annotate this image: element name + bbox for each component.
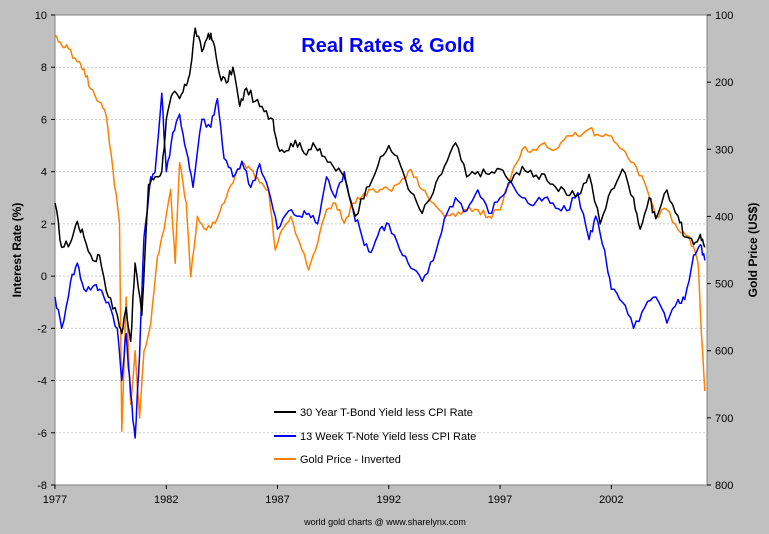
- y2-tick-label-500: 500: [715, 279, 733, 291]
- y-tick-label-0: 0: [41, 271, 47, 283]
- axes: 10 8 6 4 2 0 -2 -4 -6 -8 100 200 300 400 500 600 700 800 1…: [35, 10, 734, 506]
- x-tick-label-1982: 1982: [154, 494, 178, 506]
- y2-tick-label-800: 800: [715, 480, 733, 492]
- y-axis-title: Interest Rate (%): [10, 203, 24, 298]
- y-tick-label-2: 2: [41, 219, 47, 231]
- legend-label-tnote: 13 Week T-Note Yield less CPI Rate: [300, 431, 476, 443]
- y2-tick-label-700: 700: [715, 413, 733, 425]
- y2-axis-title: Gold Price (US$): [746, 203, 760, 298]
- y-tick-label-10: 10: [35, 10, 47, 22]
- plot-area: [54, 14, 708, 486]
- y-tick-label-8: 8: [41, 62, 47, 74]
- y-tick-label--4: -4: [37, 376, 47, 388]
- y2-tick-label-200: 200: [715, 77, 733, 89]
- legend-label-tbond: 30 Year T-Bond Yield less CPI Rate: [300, 407, 473, 419]
- series-layer: [54, 27, 706, 439]
- x-tick-label-2002: 2002: [599, 494, 623, 506]
- y-tick-label--6: -6: [37, 428, 47, 440]
- gridlines: [55, 66, 707, 434]
- y-tick-label--8: -8: [37, 480, 47, 492]
- y2-tick-label-400: 400: [715, 211, 733, 223]
- chart-credit: world gold charts @ www.sharelynx.com: [303, 517, 466, 527]
- series-line-tbond: [54, 27, 706, 343]
- x-tick-label-1977: 1977: [43, 494, 67, 506]
- x-tick-label-1992: 1992: [377, 494, 401, 506]
- legend: 30 Year T-Bond Yield less CPI Rate 13 We…: [274, 407, 476, 466]
- x-tick-label-1997: 1997: [488, 494, 512, 506]
- legend-label-gold: Gold Price - Inverted: [300, 454, 401, 466]
- y2-tick-label-600: 600: [715, 346, 733, 358]
- series-line-tnote: [54, 92, 706, 439]
- y-tick-label--2: -2: [37, 323, 47, 335]
- y-tick-label-6: 6: [41, 114, 47, 126]
- y-tick-label-4: 4: [41, 167, 47, 179]
- y2-tick-label-300: 300: [715, 144, 733, 156]
- series-line-gold: [54, 34, 706, 433]
- x-tick-label-1987: 1987: [265, 494, 289, 506]
- chart-title: Real Rates & Gold: [301, 35, 474, 57]
- y2-tick-label-100: 100: [715, 10, 733, 22]
